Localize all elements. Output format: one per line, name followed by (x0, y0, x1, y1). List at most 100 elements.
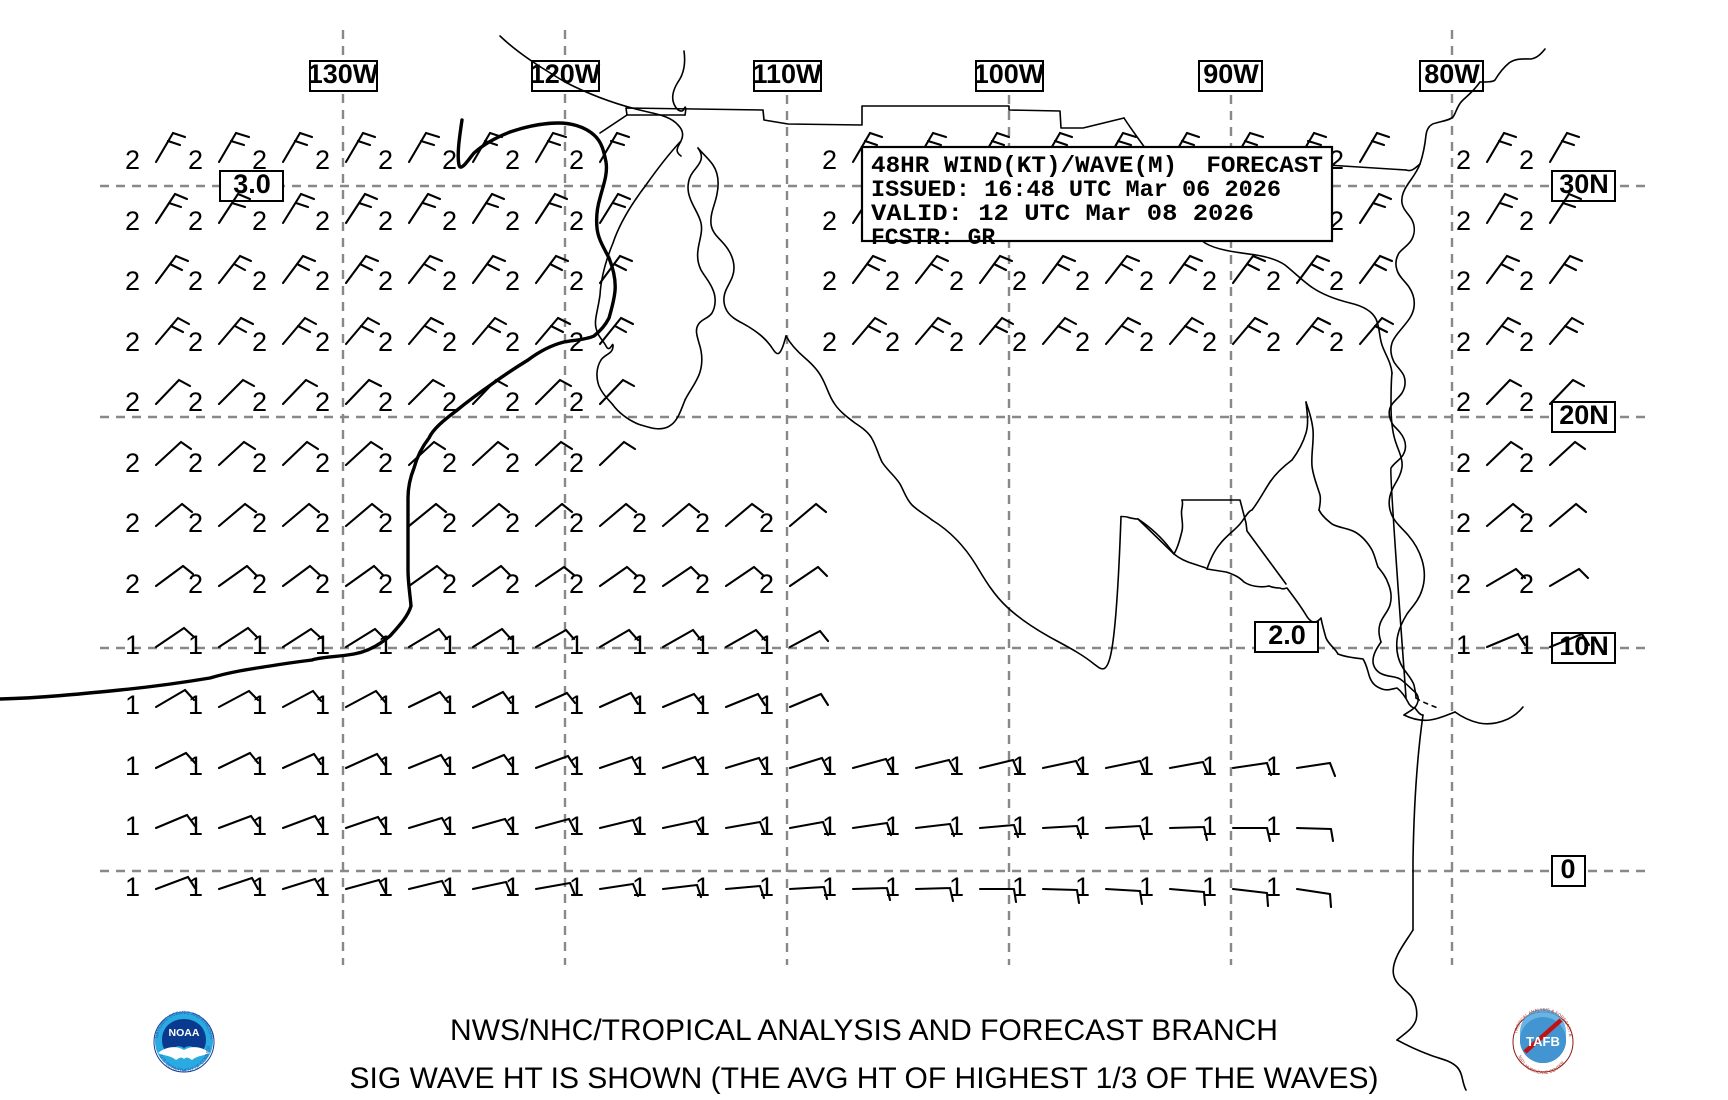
svg-text:1: 1 (885, 872, 900, 902)
svg-text:NOAA: NOAA (169, 1027, 200, 1039)
svg-text:2: 2 (822, 327, 837, 357)
svg-text:2: 2 (315, 266, 330, 296)
svg-text:2: 2 (188, 508, 203, 538)
svg-text:1: 1 (632, 751, 647, 781)
svg-text:2: 2 (1456, 569, 1471, 599)
svg-text:1: 1 (378, 811, 393, 841)
svg-text:2: 2 (442, 327, 457, 357)
svg-text:2: 2 (1456, 145, 1471, 175)
svg-text:1: 1 (505, 872, 520, 902)
svg-text:2: 2 (378, 206, 393, 236)
svg-text:2: 2 (1139, 266, 1154, 296)
svg-text:2: 2 (315, 569, 330, 599)
svg-text:2: 2 (569, 508, 584, 538)
svg-text:2: 2 (125, 508, 140, 538)
svg-text:0: 0 (1560, 854, 1575, 884)
svg-text:1: 1 (1139, 751, 1154, 781)
svg-text:1: 1 (822, 811, 837, 841)
svg-text:2: 2 (442, 387, 457, 417)
svg-text:100W: 100W (974, 59, 1045, 89)
svg-text:110W: 110W (752, 59, 822, 89)
svg-text:2: 2 (378, 145, 393, 175)
svg-text:1: 1 (315, 630, 330, 660)
svg-text:2: 2 (188, 387, 203, 417)
svg-text:1: 1 (632, 690, 647, 720)
svg-text:120W: 120W (530, 59, 601, 89)
svg-text:1: 1 (505, 811, 520, 841)
svg-text:2: 2 (1456, 387, 1471, 417)
svg-text:2: 2 (569, 569, 584, 599)
svg-text:TAFB: TAFB (1526, 1034, 1560, 1049)
svg-text:2: 2 (822, 145, 837, 175)
svg-text:FCSTR: GR: FCSTR: GR (871, 225, 995, 251)
svg-text:2: 2 (1329, 266, 1344, 296)
svg-text:2: 2 (1012, 327, 1027, 357)
svg-text:2: 2 (188, 569, 203, 599)
svg-text:1: 1 (695, 630, 710, 660)
svg-text:1: 1 (695, 690, 710, 720)
svg-text:2: 2 (378, 448, 393, 478)
svg-text:2: 2 (1456, 508, 1471, 538)
svg-text:2: 2 (885, 266, 900, 296)
svg-text:SIG WAVE HT IS SHOWN (THE AVG: SIG WAVE HT IS SHOWN (THE AVG HT OF HIGH… (349, 1062, 1378, 1095)
svg-text:1: 1 (822, 872, 837, 902)
svg-text:2: 2 (315, 145, 330, 175)
svg-text:2: 2 (378, 508, 393, 538)
svg-text:1: 1 (569, 751, 584, 781)
svg-text:1: 1 (695, 751, 710, 781)
svg-text:2: 2 (125, 569, 140, 599)
svg-text:1: 1 (125, 630, 140, 660)
svg-text:130W: 130W (308, 59, 379, 89)
svg-text:1: 1 (442, 751, 457, 781)
svg-text:2: 2 (695, 569, 710, 599)
svg-text:1: 1 (315, 811, 330, 841)
svg-text:1: 1 (569, 872, 584, 902)
svg-text:2: 2 (505, 508, 520, 538)
svg-text:2: 2 (188, 448, 203, 478)
svg-text:2: 2 (125, 145, 140, 175)
svg-text:2: 2 (442, 206, 457, 236)
svg-text:1: 1 (1456, 630, 1471, 660)
svg-text:2: 2 (252, 387, 267, 417)
svg-text:2.0: 2.0 (1268, 620, 1306, 650)
svg-text:2: 2 (442, 569, 457, 599)
svg-text:2: 2 (505, 448, 520, 478)
svg-text:2: 2 (442, 266, 457, 296)
svg-text:2: 2 (759, 569, 774, 599)
svg-text:2: 2 (188, 327, 203, 357)
svg-text:2: 2 (1456, 327, 1471, 357)
svg-text:1: 1 (569, 690, 584, 720)
svg-text:1: 1 (569, 630, 584, 660)
svg-text:1: 1 (188, 811, 203, 841)
svg-text:1: 1 (1012, 872, 1027, 902)
svg-text:2: 2 (252, 508, 267, 538)
svg-text:1: 1 (632, 630, 647, 660)
svg-text:2: 2 (505, 387, 520, 417)
svg-text:1: 1 (315, 751, 330, 781)
svg-text:1: 1 (695, 811, 710, 841)
svg-text:2: 2 (1139, 327, 1154, 357)
svg-text:20N: 20N (1559, 400, 1609, 430)
svg-text:2: 2 (252, 145, 267, 175)
svg-text:1: 1 (442, 690, 457, 720)
svg-text:2: 2 (949, 266, 964, 296)
svg-text:2: 2 (378, 569, 393, 599)
svg-text:2: 2 (442, 145, 457, 175)
svg-text:1: 1 (1139, 811, 1154, 841)
svg-text:1: 1 (252, 630, 267, 660)
svg-text:1: 1 (378, 690, 393, 720)
svg-text:1: 1 (125, 872, 140, 902)
svg-text:1: 1 (759, 872, 774, 902)
svg-text:2: 2 (1075, 266, 1090, 296)
svg-text:2: 2 (1266, 266, 1281, 296)
svg-text:2: 2 (188, 145, 203, 175)
svg-text:2: 2 (125, 387, 140, 417)
svg-text:1: 1 (885, 811, 900, 841)
svg-text:1: 1 (1012, 811, 1027, 841)
svg-text:1: 1 (632, 872, 647, 902)
svg-text:1: 1 (632, 811, 647, 841)
svg-text:2: 2 (1202, 327, 1217, 357)
svg-text:1: 1 (188, 872, 203, 902)
svg-text:2: 2 (505, 145, 520, 175)
svg-text:1: 1 (505, 630, 520, 660)
